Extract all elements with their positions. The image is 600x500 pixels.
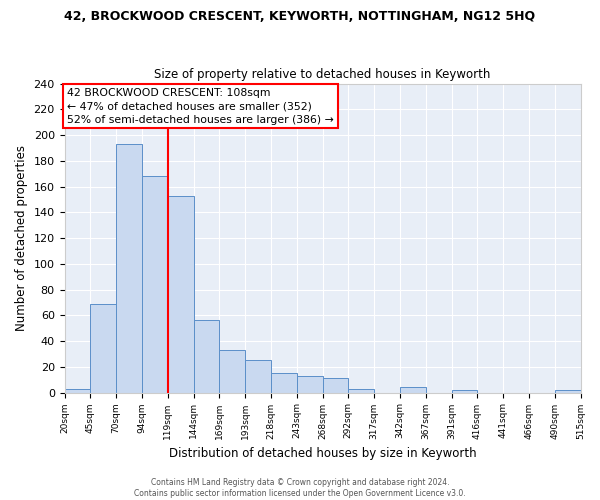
Bar bbox=[168, 196, 194, 392]
Bar bbox=[245, 360, 271, 392]
Y-axis label: Number of detached properties: Number of detached properties bbox=[15, 145, 28, 331]
Bar bbox=[220, 350, 245, 393]
Bar bbox=[452, 390, 478, 392]
Bar bbox=[271, 374, 297, 392]
Bar bbox=[555, 390, 581, 392]
Bar bbox=[323, 378, 349, 392]
Bar bbox=[65, 388, 91, 392]
Text: Contains HM Land Registry data © Crown copyright and database right 2024.
Contai: Contains HM Land Registry data © Crown c… bbox=[134, 478, 466, 498]
Title: Size of property relative to detached houses in Keyworth: Size of property relative to detached ho… bbox=[154, 68, 491, 81]
Bar bbox=[91, 304, 116, 392]
Bar bbox=[349, 388, 374, 392]
Text: 42, BROCKWOOD CRESCENT, KEYWORTH, NOTTINGHAM, NG12 5HQ: 42, BROCKWOOD CRESCENT, KEYWORTH, NOTTIN… bbox=[64, 10, 536, 23]
Bar bbox=[142, 176, 168, 392]
Bar bbox=[116, 144, 142, 392]
Bar bbox=[400, 388, 426, 392]
Bar bbox=[297, 376, 323, 392]
Text: 42 BROCKWOOD CRESCENT: 108sqm
← 47% of detached houses are smaller (352)
52% of : 42 BROCKWOOD CRESCENT: 108sqm ← 47% of d… bbox=[67, 88, 334, 124]
Bar bbox=[194, 320, 220, 392]
X-axis label: Distribution of detached houses by size in Keyworth: Distribution of detached houses by size … bbox=[169, 447, 476, 460]
